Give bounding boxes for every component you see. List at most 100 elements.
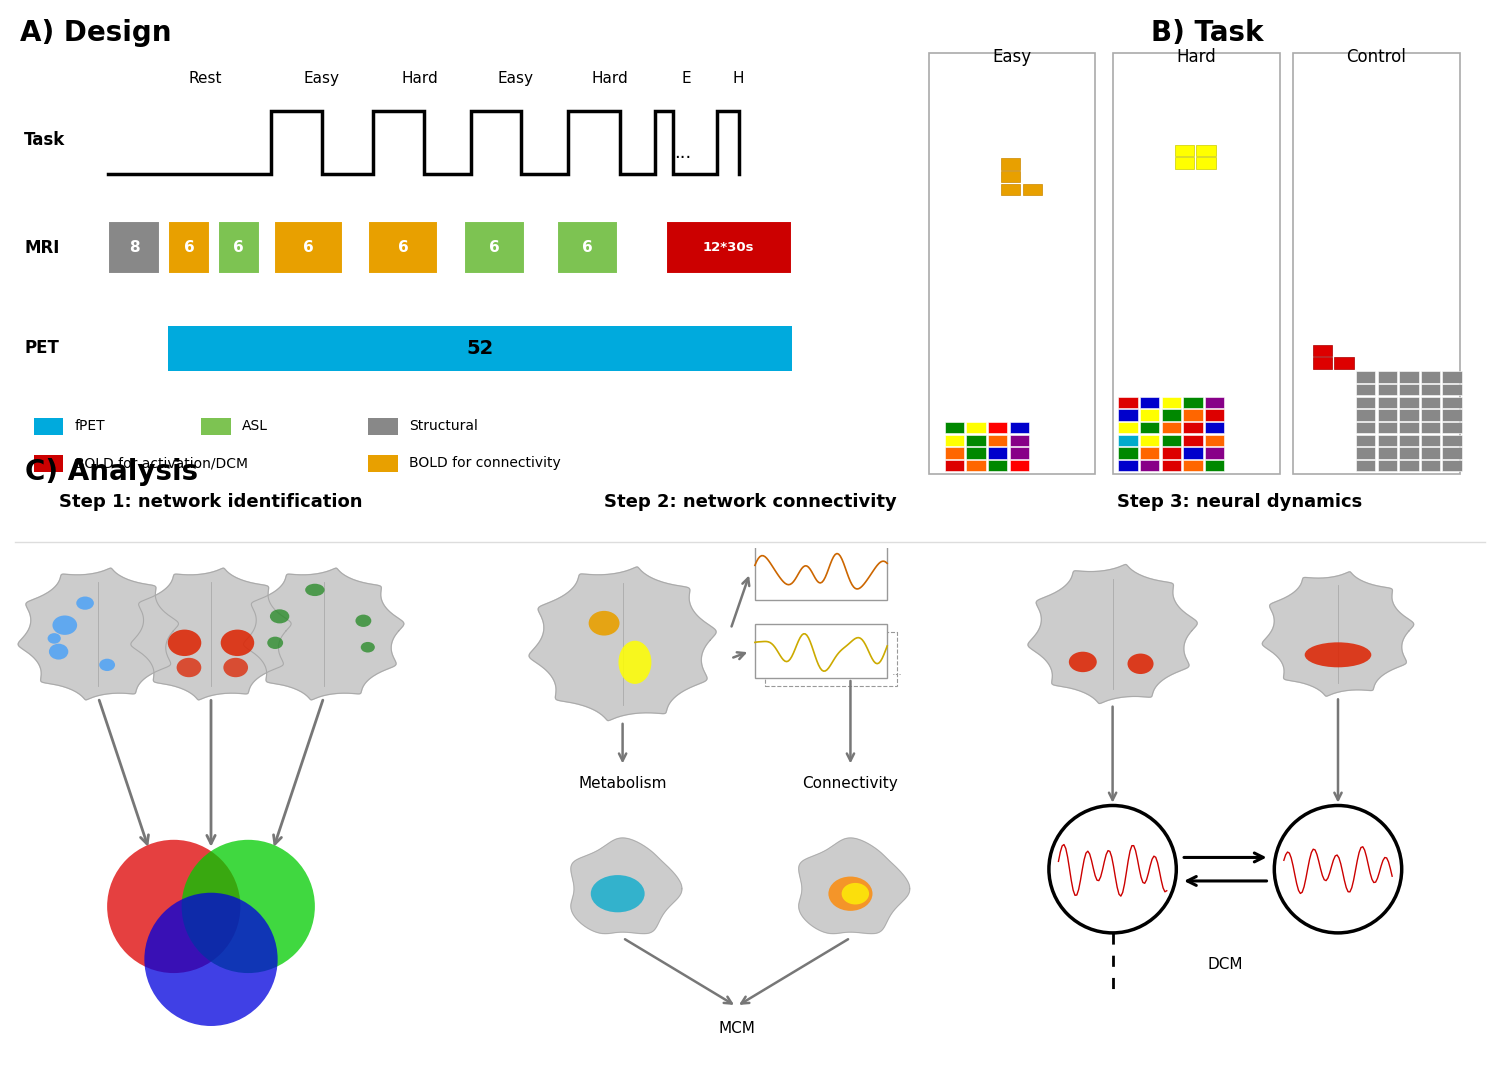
FancyBboxPatch shape	[1000, 184, 1020, 195]
FancyBboxPatch shape	[966, 435, 986, 446]
FancyBboxPatch shape	[988, 422, 1008, 433]
Text: 6: 6	[303, 241, 313, 255]
FancyBboxPatch shape	[1204, 422, 1224, 433]
FancyBboxPatch shape	[765, 632, 897, 686]
Text: Task: Task	[24, 131, 66, 148]
FancyBboxPatch shape	[1400, 396, 1419, 408]
FancyBboxPatch shape	[33, 418, 63, 435]
FancyBboxPatch shape	[1161, 396, 1180, 408]
FancyBboxPatch shape	[1356, 396, 1376, 408]
FancyBboxPatch shape	[988, 435, 1008, 446]
FancyBboxPatch shape	[1184, 422, 1203, 433]
Text: MRI: MRI	[24, 238, 60, 257]
Text: Connectivity: Connectivity	[802, 777, 898, 792]
FancyBboxPatch shape	[966, 422, 986, 433]
FancyBboxPatch shape	[1197, 157, 1215, 169]
FancyBboxPatch shape	[1010, 447, 1029, 459]
Text: Easy: Easy	[992, 47, 1032, 66]
Text: B) Task: B) Task	[1152, 18, 1263, 46]
FancyBboxPatch shape	[945, 435, 964, 446]
FancyBboxPatch shape	[1400, 435, 1419, 446]
Ellipse shape	[267, 637, 284, 649]
FancyBboxPatch shape	[464, 221, 525, 274]
Circle shape	[1048, 806, 1176, 933]
FancyBboxPatch shape	[1335, 358, 1354, 368]
FancyBboxPatch shape	[1119, 396, 1138, 408]
Ellipse shape	[842, 883, 868, 904]
FancyBboxPatch shape	[33, 455, 63, 471]
FancyBboxPatch shape	[754, 624, 886, 678]
FancyBboxPatch shape	[754, 546, 886, 599]
Polygon shape	[18, 568, 178, 700]
Polygon shape	[530, 567, 716, 721]
Text: Control: Control	[1347, 47, 1406, 66]
Text: E: E	[681, 71, 692, 86]
Ellipse shape	[828, 876, 873, 911]
Text: Structural: Structural	[410, 420, 478, 434]
Text: BOLD for activation/DCM: BOLD for activation/DCM	[75, 456, 248, 470]
Ellipse shape	[220, 629, 254, 656]
Text: 12*30s: 12*30s	[704, 241, 754, 255]
FancyBboxPatch shape	[1174, 145, 1194, 156]
Text: Hard: Hard	[1176, 47, 1216, 66]
FancyBboxPatch shape	[1119, 460, 1138, 471]
FancyBboxPatch shape	[1119, 422, 1138, 433]
FancyBboxPatch shape	[1204, 460, 1224, 471]
FancyBboxPatch shape	[1293, 53, 1460, 474]
FancyBboxPatch shape	[1010, 435, 1029, 446]
FancyBboxPatch shape	[1420, 422, 1440, 433]
FancyBboxPatch shape	[1140, 396, 1160, 408]
Text: 6: 6	[582, 241, 592, 255]
Text: Easy: Easy	[498, 71, 534, 86]
FancyBboxPatch shape	[1400, 409, 1419, 421]
FancyBboxPatch shape	[1356, 409, 1376, 421]
FancyBboxPatch shape	[1204, 435, 1224, 446]
FancyBboxPatch shape	[1161, 422, 1180, 433]
Circle shape	[106, 840, 240, 973]
Text: 52: 52	[466, 339, 494, 359]
FancyBboxPatch shape	[1113, 53, 1280, 474]
Ellipse shape	[1305, 642, 1371, 667]
FancyBboxPatch shape	[1420, 372, 1440, 382]
Polygon shape	[130, 568, 291, 700]
Text: C) Analysis: C) Analysis	[26, 458, 198, 485]
Text: Step 2: network connectivity: Step 2: network connectivity	[603, 493, 897, 510]
Ellipse shape	[48, 633, 62, 643]
FancyBboxPatch shape	[966, 447, 986, 459]
FancyBboxPatch shape	[1443, 396, 1462, 408]
Text: Step 3: neural dynamics: Step 3: neural dynamics	[1118, 493, 1362, 510]
Ellipse shape	[168, 629, 201, 656]
FancyBboxPatch shape	[1312, 358, 1332, 368]
FancyBboxPatch shape	[1377, 422, 1396, 433]
Text: PET: PET	[24, 338, 58, 357]
FancyBboxPatch shape	[1204, 396, 1224, 408]
Text: ...: ...	[674, 144, 692, 162]
FancyBboxPatch shape	[1000, 158, 1020, 170]
FancyBboxPatch shape	[556, 221, 618, 274]
FancyBboxPatch shape	[1356, 447, 1376, 459]
FancyBboxPatch shape	[1010, 422, 1029, 433]
Text: fPET: fPET	[75, 420, 105, 434]
FancyBboxPatch shape	[168, 221, 210, 274]
Text: 6: 6	[184, 241, 195, 255]
FancyBboxPatch shape	[1377, 460, 1396, 471]
Polygon shape	[1028, 565, 1197, 703]
FancyBboxPatch shape	[1356, 460, 1376, 471]
FancyBboxPatch shape	[1443, 409, 1462, 421]
FancyBboxPatch shape	[1197, 145, 1215, 156]
Text: MCM: MCM	[718, 1021, 754, 1036]
FancyBboxPatch shape	[1184, 460, 1203, 471]
FancyBboxPatch shape	[1443, 372, 1462, 382]
FancyBboxPatch shape	[1140, 422, 1160, 433]
FancyBboxPatch shape	[1140, 409, 1160, 421]
Text: ASL: ASL	[242, 420, 268, 434]
FancyBboxPatch shape	[1119, 447, 1138, 459]
FancyBboxPatch shape	[1443, 460, 1462, 471]
Text: 6: 6	[489, 241, 500, 255]
FancyBboxPatch shape	[1184, 409, 1203, 421]
FancyBboxPatch shape	[1184, 435, 1203, 446]
Text: Hard: Hard	[400, 71, 438, 86]
FancyBboxPatch shape	[928, 53, 1095, 474]
FancyBboxPatch shape	[1356, 435, 1376, 446]
Text: Step 1: network identification: Step 1: network identification	[60, 493, 363, 510]
